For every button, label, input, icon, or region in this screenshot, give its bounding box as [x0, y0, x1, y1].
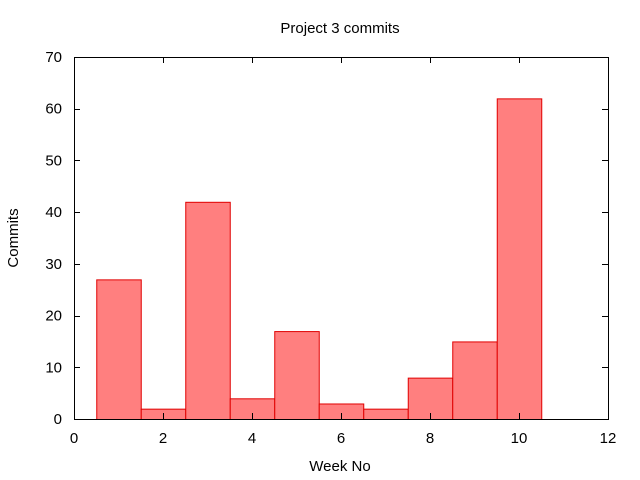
bar-week-3 [185, 201, 231, 420]
x-tick-label-0: 0 [70, 430, 78, 447]
y-tick-label-10: 10 [45, 359, 62, 376]
x-tick-label-12: 12 [600, 430, 617, 447]
y-tick-label-70: 70 [45, 49, 62, 66]
x-tick-label-2: 2 [159, 430, 167, 447]
bar-week-5 [274, 331, 320, 421]
x-tick-label-10: 10 [511, 430, 528, 447]
y-tick-label-50: 50 [45, 152, 62, 169]
bar-week-1 [96, 279, 142, 420]
y-tick-label-30: 30 [45, 256, 62, 273]
x-axis-label: Week No [309, 458, 370, 475]
bar-week-10 [496, 98, 543, 420]
y-tick-label-60: 60 [45, 101, 62, 118]
bar-week-7 [363, 408, 409, 420]
y-tick-label-40: 40 [45, 204, 62, 221]
y-tick-label-20: 20 [45, 308, 62, 325]
bars-group [96, 98, 543, 421]
x-tick-label-8: 8 [426, 430, 434, 447]
plot-frame [74, 57, 609, 420]
y-tick-label-0: 0 [54, 411, 62, 428]
y-axis-label: Commits [5, 208, 22, 267]
bar-week-9 [452, 341, 498, 420]
x-tick-label-6: 6 [337, 430, 345, 447]
x-tick-label-4: 4 [248, 430, 256, 447]
chart-title: Project 3 commits [280, 20, 399, 37]
